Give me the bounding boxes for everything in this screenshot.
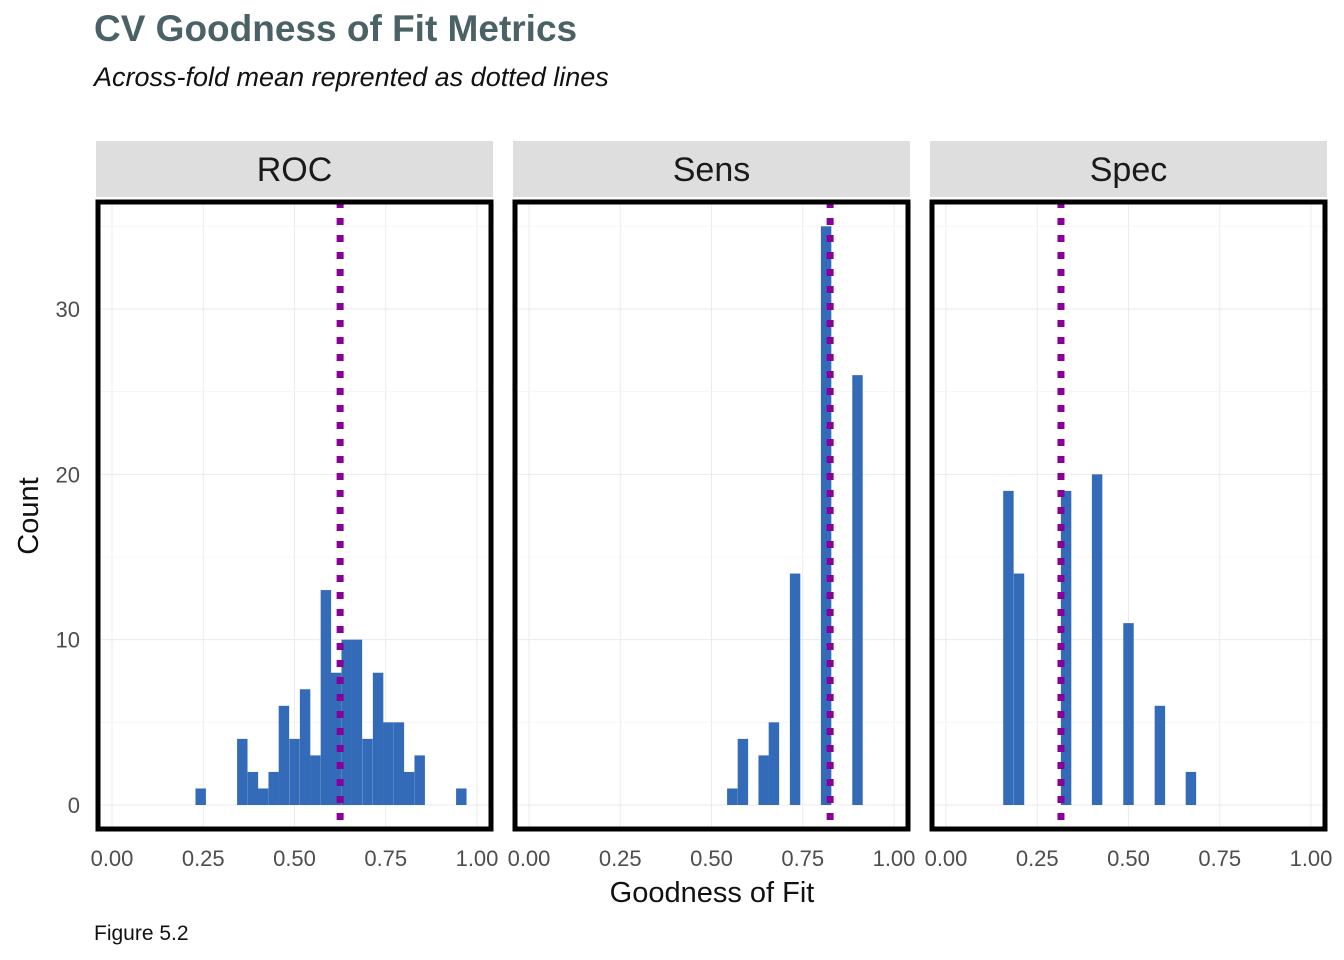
chart-subtitle: Across-fold mean reprented as dotted lin… <box>94 62 609 92</box>
x-tick-label: 1.00 <box>1290 846 1333 871</box>
x-tick-label: 0.25 <box>182 846 225 871</box>
histogram-bar <box>362 738 373 805</box>
x-tick-label: 0.25 <box>599 846 642 871</box>
histogram-bar <box>393 722 405 805</box>
chart-title: CV Goodness of Fit Metrics <box>94 8 578 49</box>
histogram-bar <box>789 573 801 805</box>
histogram-bar <box>372 672 384 805</box>
x-tick-label: 1.00 <box>873 846 916 871</box>
histogram-bar <box>768 722 780 805</box>
histogram-bar <box>456 788 467 805</box>
histogram-bar <box>341 639 352 805</box>
histogram-bar <box>727 788 738 805</box>
histogram-bar <box>1060 490 1072 805</box>
histogram-bar <box>268 771 279 805</box>
x-tick-label: 0.00 <box>925 846 968 871</box>
panel-border-roc <box>95 199 494 832</box>
x-axis-label: Goodness of Fit <box>610 877 815 909</box>
facet-label-sens: Sens <box>673 151 751 189</box>
facet-strip-roc <box>96 141 493 197</box>
histogram-bar <box>310 755 321 805</box>
histogram-bar <box>289 738 300 805</box>
histogram-bar <box>299 689 311 805</box>
histogram-bar <box>1013 573 1025 805</box>
y-axis-label: Count <box>13 477 45 554</box>
histogram-bar <box>278 705 290 805</box>
x-tick-label: 0.75 <box>364 846 407 871</box>
x-tick-label: 1.00 <box>456 846 499 871</box>
histogram-bar <box>257 788 269 805</box>
facet-strip-spec <box>930 141 1327 197</box>
histogram-bar <box>1091 474 1103 805</box>
x-tick-label: 0.50 <box>690 846 733 871</box>
x-tick-label: 0.75 <box>1198 846 1241 871</box>
y-tick-label: 20 <box>56 462 80 487</box>
figure-caption: Figure 5.2 <box>94 922 189 945</box>
histogram-bar <box>351 639 363 805</box>
histogram-bar <box>414 755 425 805</box>
y-tick-label: 30 <box>56 297 80 322</box>
histogram-bar <box>247 771 259 805</box>
panel-border-sens <box>512 199 911 832</box>
x-tick-label: 0.50 <box>1107 846 1150 871</box>
histogram-bar <box>383 722 394 805</box>
histogram-bar <box>852 375 863 805</box>
y-tick-label: 10 <box>56 628 80 653</box>
histogram-bar <box>320 590 332 805</box>
x-tick-label: 0.75 <box>781 846 824 871</box>
facet-label-spec: Spec <box>1090 151 1168 189</box>
x-tick-label: 0.00 <box>91 846 134 871</box>
histogram-bar <box>403 771 415 805</box>
panel-border-spec <box>929 199 1328 832</box>
histogram-bar <box>195 788 206 805</box>
histogram-bar <box>1154 705 1166 805</box>
x-tick-label: 0.00 <box>508 846 551 871</box>
histogram-bar <box>237 738 248 805</box>
histogram-bar <box>1123 623 1134 805</box>
x-tick-label: 0.25 <box>1016 846 1059 871</box>
histogram-bar <box>1185 771 1197 805</box>
y-tick-label: 0 <box>68 793 80 818</box>
facet-strip-sens <box>513 141 910 197</box>
histogram-bar <box>737 738 749 805</box>
histogram-bar <box>820 226 832 806</box>
x-tick-label: 0.50 <box>273 846 316 871</box>
histogram-bar <box>758 755 769 805</box>
facet-label-roc: ROC <box>257 151 333 189</box>
histogram-bar <box>330 672 342 805</box>
histogram-bar <box>1003 490 1014 805</box>
